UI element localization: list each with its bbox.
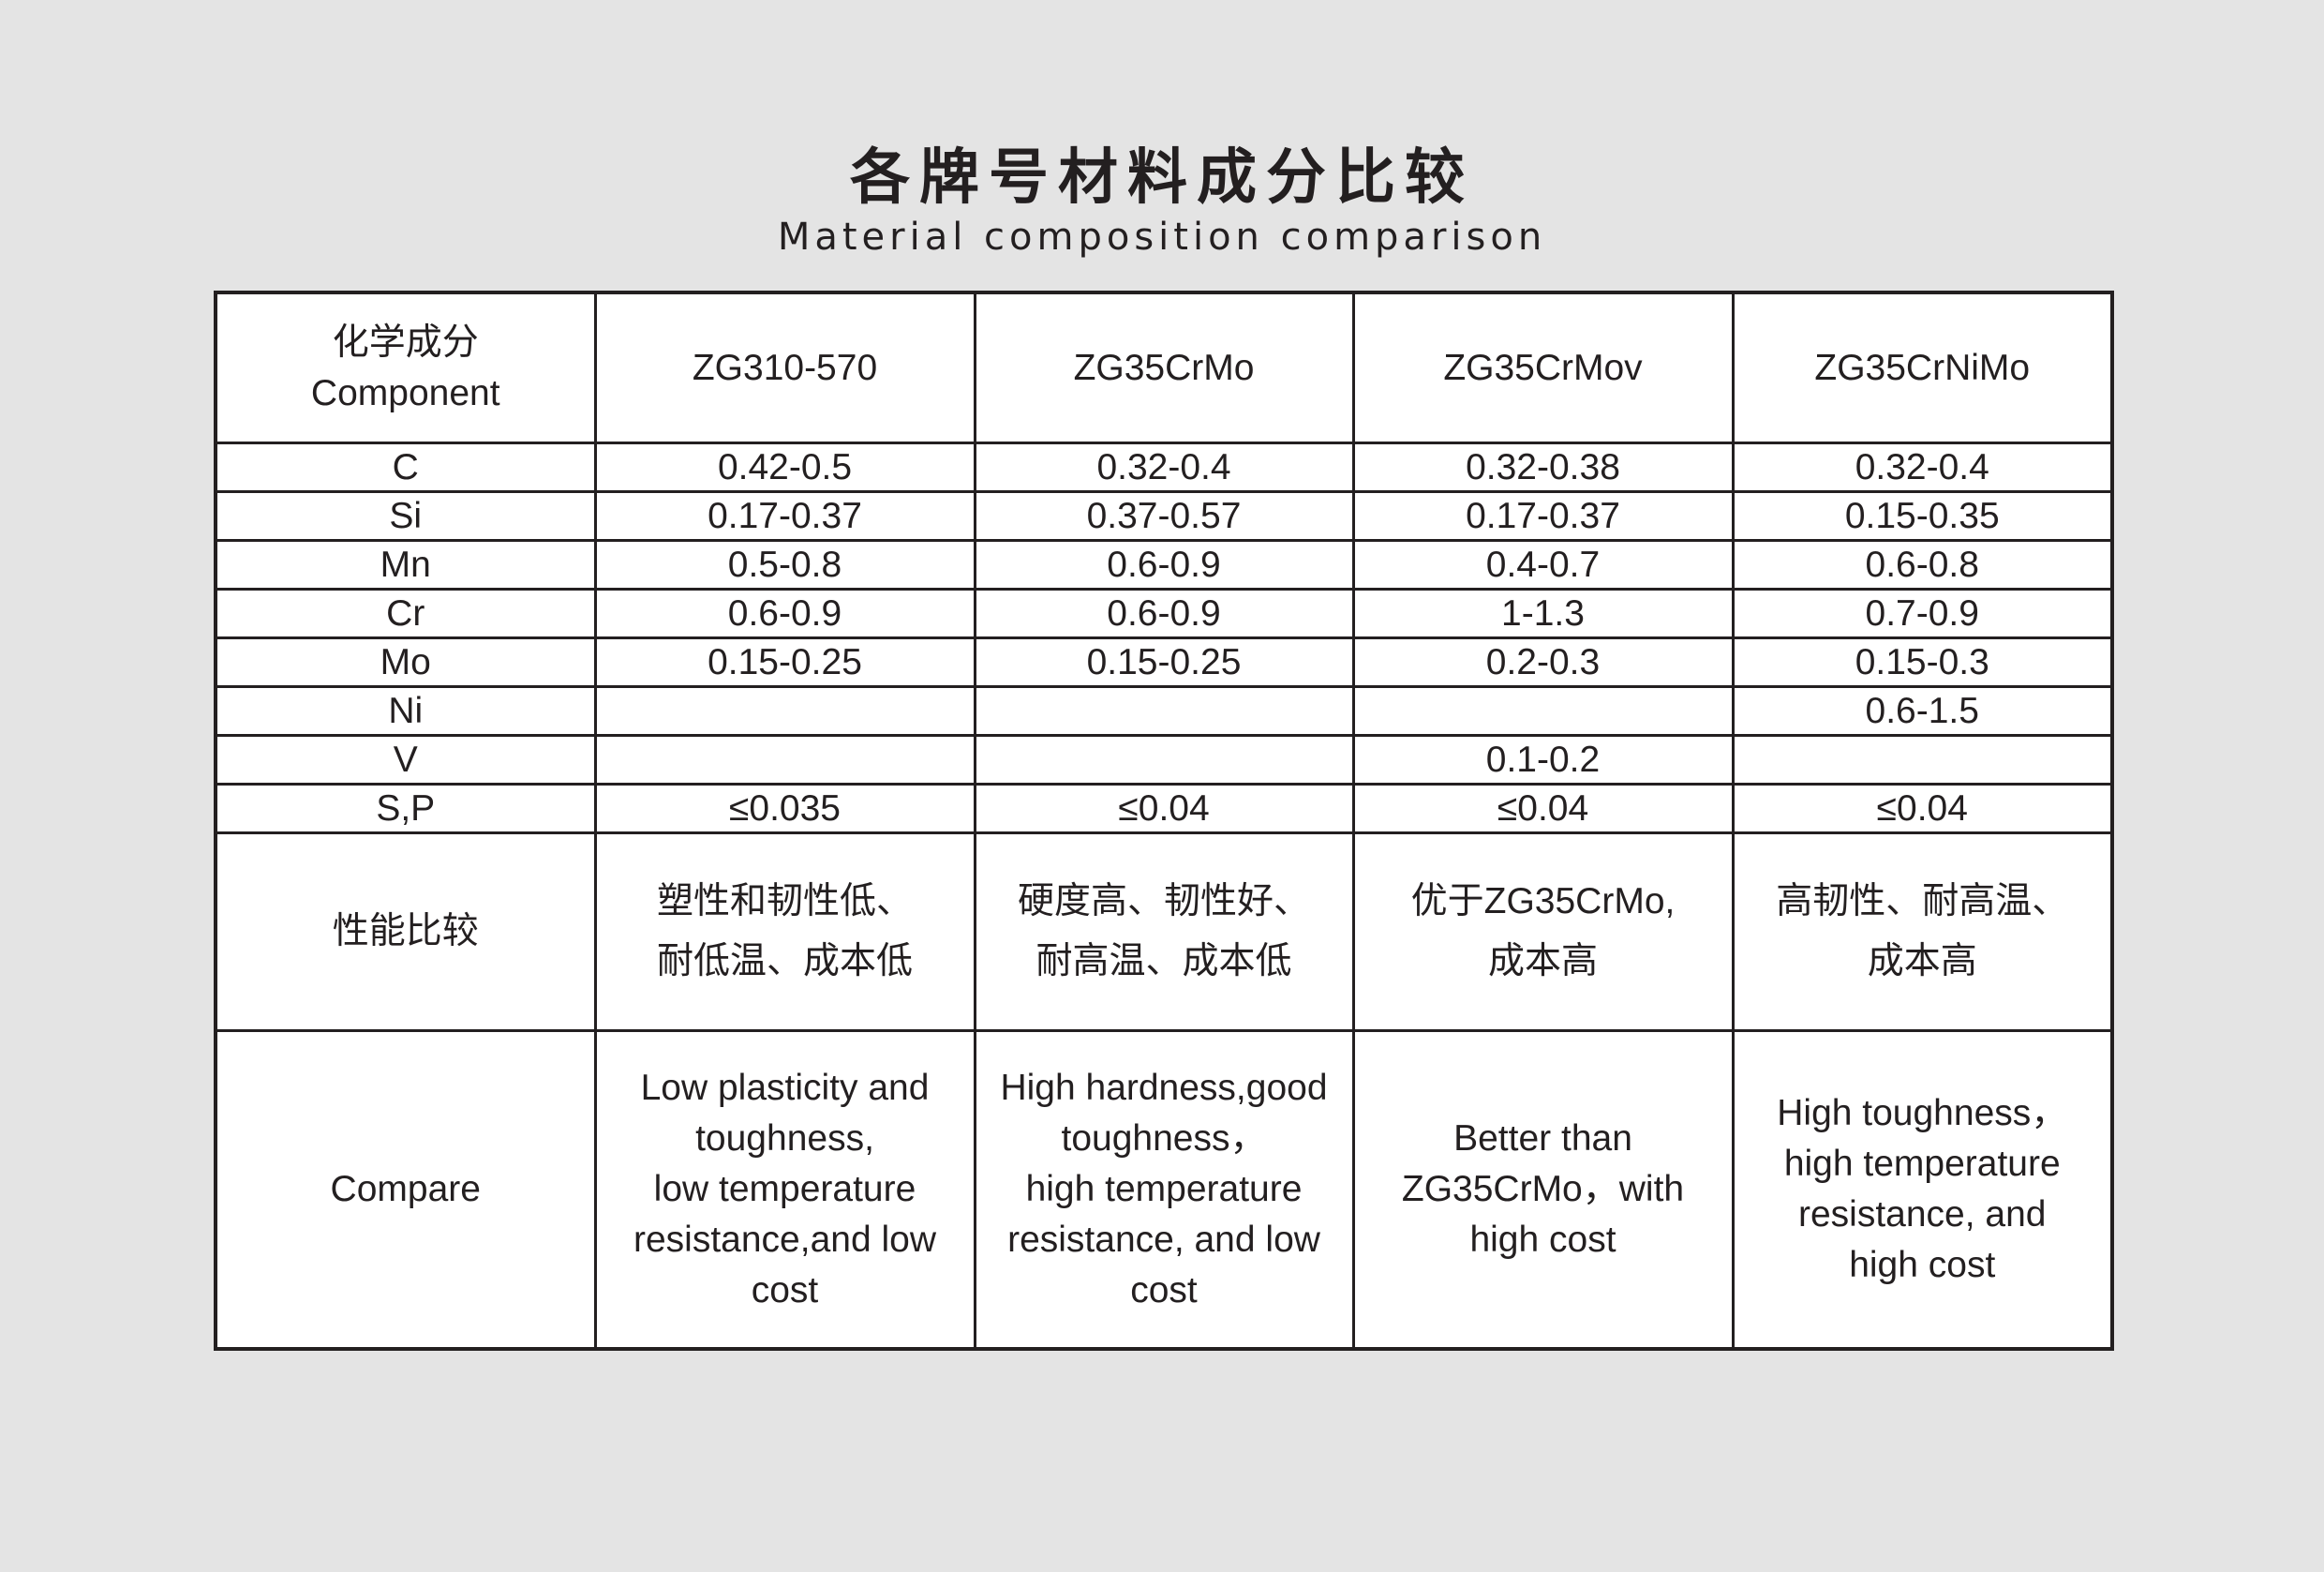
composition-value: 0.32-0.4 [973, 442, 1355, 493]
compare-text-line: high cost [1469, 1220, 1616, 1260]
compare-text-line: high temperature [1025, 1169, 1303, 1209]
element-row: Mn 0.5-0.8 0.6-0.9 0.4-0.7 0.6-0.8 [214, 539, 2114, 591]
composition-value: 0.15-0.35 [1731, 490, 2114, 542]
compare-text-line: Low plasticity and [640, 1068, 930, 1108]
composition-value: 0.15-0.3 [1731, 636, 2114, 688]
grade-header: ZG35CrMo [973, 291, 1355, 444]
element-name: Si [214, 490, 597, 542]
element-row: Ni 0.6-1.5 [214, 685, 2114, 737]
composition-value: 0.6-0.9 [973, 539, 1355, 591]
element-name: C [214, 442, 597, 493]
performance-cell: 高韧性、耐高温、 成本高 [1731, 831, 2114, 1032]
composition-value [973, 685, 1355, 737]
composition-value: 0.32-0.4 [1731, 442, 2114, 493]
compare-text-line: resistance, and [1798, 1194, 2047, 1235]
composition-value: 0.6-0.9 [973, 588, 1355, 639]
composition-value: ≤0.04 [1731, 783, 2114, 834]
compare-text-line: toughness， [1061, 1118, 1267, 1159]
compare-cell: Better than ZG35CrMo，with high cost [1351, 1029, 1735, 1351]
composition-table: 化学成分 Component ZG310-570 ZG35CrMo ZG35Cr… [214, 291, 2114, 1351]
performance-text-line: 耐高温、成本低 [1035, 941, 1292, 981]
composition-value: 0.17-0.37 [593, 490, 976, 542]
compare-text-line: high cost [1849, 1245, 1996, 1285]
element-name: Cr [214, 588, 597, 639]
performance-row: 性能比较 塑性和韧性低、 耐低温、成本低 硬度高、韧性好、 耐高温、成本低 优于ZG35C… [214, 831, 2114, 1032]
compare-row: Compare Low plasticity and toughness, low t… [214, 1029, 2114, 1351]
page-subtitle: Material composition comparison [777, 216, 1547, 259]
compare-label: Compare [214, 1029, 597, 1351]
compare-cell: High toughness， high temperature resistanc… [1731, 1029, 2114, 1351]
composition-value: 0.15-0.25 [973, 636, 1355, 688]
composition-value: 0.6-0.8 [1731, 539, 2114, 591]
composition-value: 0.7-0.9 [1731, 588, 2114, 639]
performance-text-line: 硬度高、韧性好、 [1017, 881, 1310, 921]
component-header: 化学成分 Component [214, 291, 597, 444]
composition-value: ≤0.04 [973, 783, 1355, 834]
element-row: Cr 0.6-0.9 0.6-0.9 1-1.3 0.7-0.9 [214, 588, 2114, 639]
performance-label: 性能比较 [214, 831, 597, 1032]
composition-value: 0.1-0.2 [1351, 734, 1735, 786]
compare-text-line: low temperature [653, 1169, 916, 1209]
composition-value: 0.32-0.38 [1351, 442, 1735, 493]
composition-value: 0.5-0.8 [593, 539, 976, 591]
composition-value: 0.4-0.7 [1351, 539, 1735, 591]
compare-text-line: High hardness,good [1000, 1068, 1328, 1108]
header-row: 化学成分 Component ZG310-570 ZG35CrMo ZG35Cr… [214, 291, 2114, 444]
compare-text-line: cost [1130, 1270, 1198, 1310]
composition-value [973, 734, 1355, 786]
grade-header: ZG310-570 [593, 291, 976, 444]
performance-text-line: 成本高 [1867, 941, 1977, 981]
element-row: Mo 0.15-0.25 0.15-0.25 0.2-0.3 0.15-0.3 [214, 636, 2114, 688]
element-row: C 0.42-0.5 0.32-0.4 0.32-0.38 0.32-0.4 [214, 442, 2114, 493]
compare-text-line: high temperature [1783, 1144, 2061, 1184]
element-name: V [214, 734, 597, 786]
performance-text-line: 塑性和韧性低、 [656, 881, 913, 921]
compare-text-line: High toughness， [1777, 1093, 2068, 1133]
composition-value: 0.6-1.5 [1731, 685, 2114, 737]
page-title: 各牌号材料成分比较 [850, 143, 1474, 213]
grade-header: ZG35CrMov [1351, 291, 1735, 444]
compare-text-line: cost [751, 1270, 819, 1310]
element-name: Mo [214, 636, 597, 688]
element-row: V 0.1-0.2 [214, 734, 2114, 786]
composition-value: 0.37-0.57 [973, 490, 1355, 542]
element-name: S,P [214, 783, 597, 834]
composition-value: ≤0.035 [593, 783, 976, 834]
component-header-cn: 化学成分 [332, 322, 479, 363]
composition-value: 0.6-0.9 [593, 588, 976, 639]
performance-cell: 优于ZG35CrMo, 成本高 [1351, 831, 1735, 1032]
composition-value: 0.42-0.5 [593, 442, 976, 493]
compare-text-line: resistance,and low [633, 1220, 936, 1260]
compare-text-line: Better than [1453, 1118, 1632, 1159]
performance-cell: 硬度高、韧性好、 耐高温、成本低 [973, 831, 1355, 1032]
element-row: Si 0.17-0.37 0.37-0.57 0.17-0.37 0.15-0.35 [214, 490, 2114, 542]
compare-text-line: ZG35CrMo，with [1401, 1169, 1685, 1209]
component-header-en: Component [310, 372, 500, 413]
composition-value: ≤0.04 [1351, 783, 1735, 834]
performance-cell: 塑性和韧性低、 耐低温、成本低 [593, 831, 976, 1032]
composition-value: 0.17-0.37 [1351, 490, 1735, 542]
composition-value [593, 685, 976, 737]
compare-text-line: resistance, and low [1007, 1220, 1320, 1260]
composition-value: 0.2-0.3 [1351, 636, 1735, 688]
composition-value [593, 734, 976, 786]
element-name: Mn [214, 539, 597, 591]
compare-cell: Low plasticity and toughness, low temperat… [593, 1029, 976, 1351]
composition-value [1731, 734, 2114, 786]
grade-header: ZG35CrNiMo [1731, 291, 2114, 444]
compare-text-line: toughness, [695, 1118, 874, 1159]
performance-text-line: 耐低温、成本低 [656, 941, 913, 981]
performance-text-line: 优于ZG35CrMo, [1410, 881, 1676, 921]
performance-text-line: 成本高 [1487, 941, 1598, 981]
element-name: Ni [214, 685, 597, 737]
performance-text-line: 高韧性、耐高温、 [1776, 881, 2069, 921]
composition-value: 1-1.3 [1351, 588, 1735, 639]
compare-cell: High hardness,good toughness， high tempera… [973, 1029, 1355, 1351]
element-row: S,P ≤0.035 ≤0.04 ≤0.04 ≤0.04 [214, 783, 2114, 834]
composition-value: 0.15-0.25 [593, 636, 976, 688]
composition-value [1351, 685, 1735, 737]
